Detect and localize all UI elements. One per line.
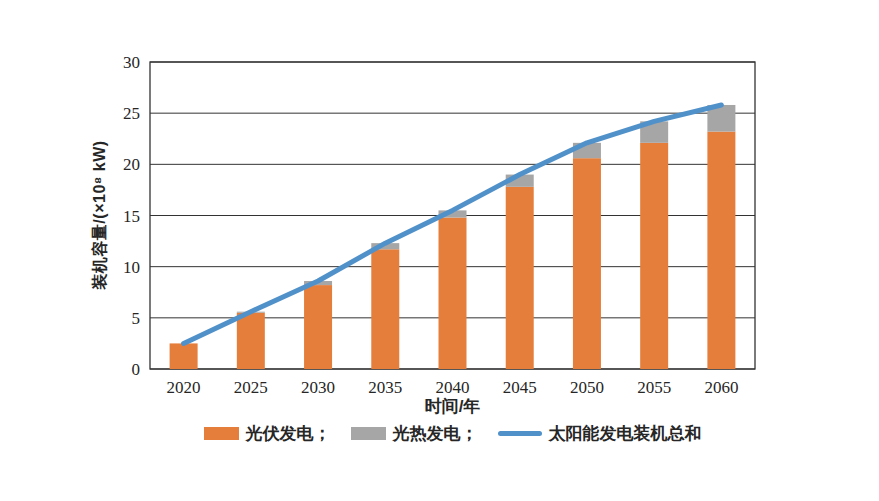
- y-tick-label: 20: [123, 155, 140, 174]
- legend-rect-swatch-icon: [351, 427, 386, 440]
- legend-line-swatch-icon: [498, 431, 542, 436]
- bar-segment-2045: [506, 187, 534, 369]
- bar-segment-2025: [237, 313, 265, 369]
- bar-segment-2040: [439, 218, 467, 369]
- bar-segment-2055: [640, 143, 668, 369]
- bar-segment-2030: [304, 285, 332, 369]
- legend-item: 光热发电；: [351, 422, 478, 445]
- y-tick-label: 25: [123, 104, 140, 123]
- legend-label: 光热发电；: [393, 422, 478, 445]
- y-tick-label: 5: [132, 309, 141, 328]
- bar-segment-2035: [371, 249, 399, 369]
- y-axis-title: 装机容量/(×10⁸ kW): [90, 140, 111, 289]
- bar-segment-2050: [573, 158, 601, 369]
- bar-segment-2020: [170, 343, 198, 369]
- chart-canvas: 0510152025302020202520302035204020452050…: [0, 0, 879, 501]
- y-tick-label: 15: [123, 207, 140, 226]
- legend-item: 光伏发电；: [204, 422, 331, 445]
- legend-label: 光伏发电；: [246, 422, 331, 445]
- legend-rect-swatch-icon: [204, 427, 239, 440]
- bar-segment-2060: [707, 132, 735, 369]
- legend-label: 太阳能发电装机总和: [549, 422, 702, 445]
- legend: 光伏发电； 光热发电； 太阳能发电装机总和: [150, 422, 755, 445]
- y-tick-label: 30: [123, 53, 140, 72]
- y-tick-label: 10: [123, 258, 140, 277]
- x-axis-title: 时间/年: [150, 395, 755, 418]
- legend-item: 太阳能发电装机总和: [498, 422, 702, 445]
- y-tick-label: 0: [132, 360, 141, 379]
